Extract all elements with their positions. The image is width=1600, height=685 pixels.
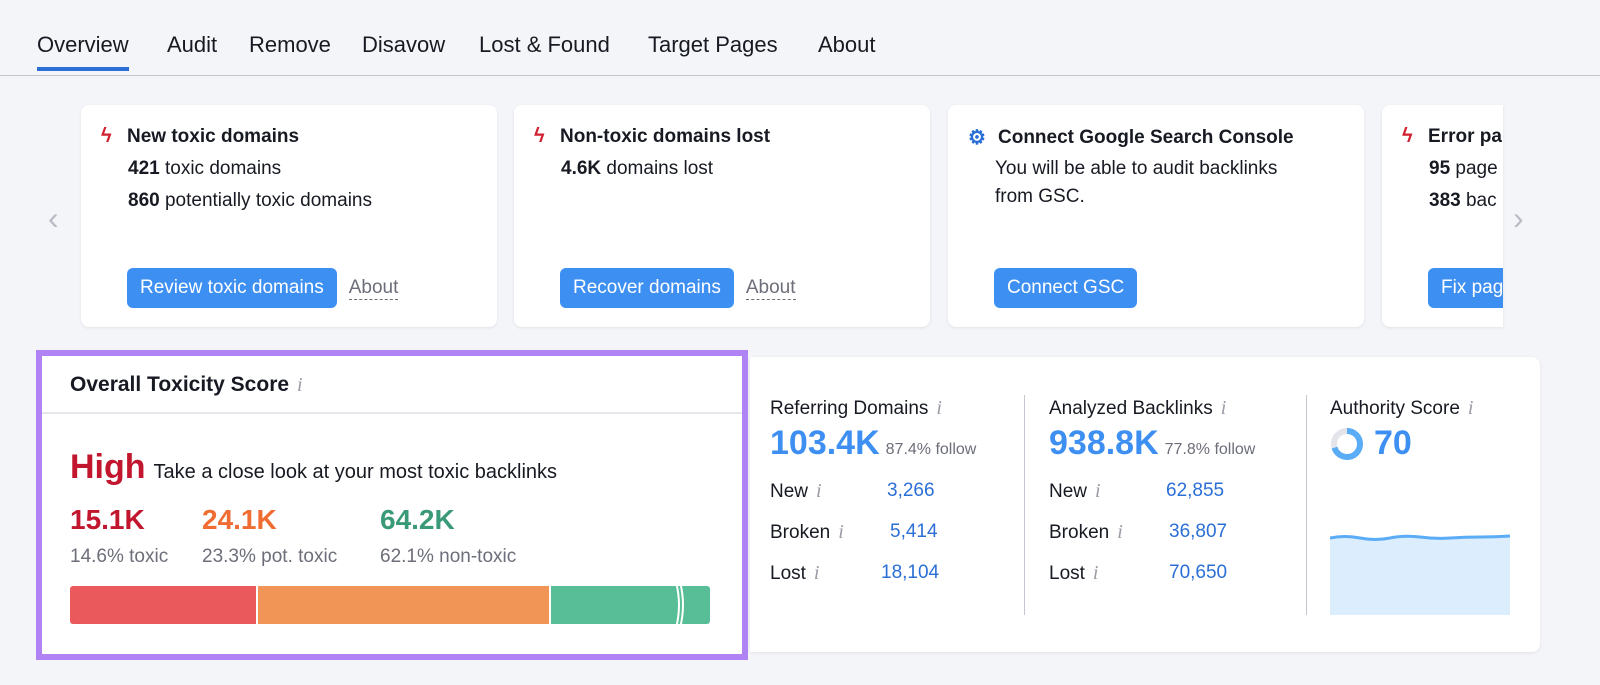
carousel-next-icon[interactable]: › [1513,200,1524,236]
about-link[interactable]: About [745,276,796,300]
non-toxic-count[interactable]: 64.2K [380,504,455,535]
info-icon[interactable]: i [1095,480,1101,502]
card-title: Error pa [1428,125,1502,147]
card-line: from GSC. [995,186,1085,207]
info-icon[interactable]: i [936,397,942,419]
toxic-count[interactable]: 15.1K [70,504,145,535]
stat-row-lost: Lost i 18,104 [770,562,940,584]
panel-header: Overall Toxicity Score i [42,356,742,414]
card-error-pages: ϟ Error pa 95 page 383 bac Fix pag [1382,105,1503,327]
tab-overview[interactable]: Overview [37,32,129,71]
divider [1024,395,1025,615]
referring-domains: Referring Domains i 103.4K 87.4% follow [770,397,976,463]
recover-domains-button[interactable]: Recover domains [560,268,734,308]
panel-title: Overall Toxicity Score [70,373,290,396]
pot-toxic-pct: 23.3% pot. toxic [202,546,338,567]
follow-pct: 77.8% follow [1164,441,1256,458]
info-icon[interactable]: i [1220,397,1227,419]
stat-value[interactable]: 70,650 [1169,562,1228,583]
pot-toxic-count[interactable]: 24.1K [202,504,277,535]
non-toxic-pct: 62.1% non-toxic [380,546,517,567]
analyzed-backlinks-value[interactable]: 938.8K [1049,424,1159,462]
card-connect-gsc: ⚙ Connect Google Search Console You will … [948,105,1364,327]
info-icon[interactable]: i [1467,397,1474,419]
fix-pages-button[interactable]: Fix pag [1428,268,1503,308]
info-icon[interactable]: i [813,562,820,584]
stat-value[interactable]: 5,414 [890,521,938,542]
card-non-toxic-lost: ϟ Non-toxic domains lost 4.6K domains los… [514,105,930,327]
authority-trend-chart [1330,534,1510,615]
connect-gsc-button[interactable]: Connect GSC [994,268,1138,308]
stat-row-new: New i 3,266 [770,480,935,502]
bolt-icon: ϟ [534,125,545,147]
bolt-icon: ϟ [101,125,112,147]
about-link[interactable]: About [348,276,399,300]
toxic-segment [70,586,256,624]
card-line: You will be able to audit backlinks [995,158,1278,179]
tab-audit[interactable]: Audit [167,32,218,57]
stat-row-lost: Lost i 70,650 [1049,562,1228,584]
analyzed-backlinks: Analyzed Backlinks i 938.8K 77.8% follow [1049,397,1255,463]
axis-break-icon [675,582,684,628]
toxicity-message: Take a close look at your most toxic bac… [153,461,558,483]
tab-about[interactable]: About [818,32,876,57]
authority-score: Authority Score i 70 [1330,397,1473,463]
tab-disavow[interactable]: Disavow [362,32,446,57]
follow-pct: 87.4% follow [885,441,977,458]
info-icon[interactable]: i [1092,562,1099,584]
stat-value[interactable]: 62,855 [1166,480,1225,501]
tab-remove[interactable]: Remove [249,32,331,57]
stat-title: Authority Score [1330,398,1460,419]
stat-value[interactable]: 18,104 [881,562,940,583]
stat-title: Analyzed Backlinks [1049,398,1213,419]
card-line: 383 bac [1429,190,1497,211]
tab-lost-found[interactable]: Lost & Found [479,32,610,57]
referring-domains-value[interactable]: 103.4K [770,424,880,462]
toxicity-score-panel: Overall Toxicity Score i High Take a close… [36,350,748,660]
stat-row-broken: Broken i 5,414 [770,521,938,543]
pot-toxic-segment [258,586,549,624]
card-title: Connect Google Search Console [998,126,1294,148]
toxicity-bar [70,582,710,628]
info-icon[interactable]: i [816,480,822,502]
stat-title: Referring Domains [770,398,929,419]
tab-bar: Overview Audit Remove Disavow Lost & Fou… [0,0,1600,76]
card-line: 4.6K domains lost [561,158,714,179]
carousel-prev-icon[interactable]: ‹ [48,200,59,236]
card-title: Non-toxic domains lost [560,125,771,147]
authority-score-value[interactable]: 70 [1374,424,1412,462]
review-toxic-domains-button[interactable]: Review toxic domains [127,268,337,308]
card-new-toxic-domains: ϟ New toxic domains 421 toxic domains 860… [81,105,497,327]
divider [1306,395,1307,615]
authority-donut-icon [1331,427,1363,460]
card-line: 95 page [1429,158,1498,179]
gear-icon: ⚙ [968,127,986,149]
stat-row-new: New i 62,855 [1049,480,1225,502]
stat-value[interactable]: 3,266 [887,480,935,501]
tab-target-pages[interactable]: Target Pages [648,32,778,57]
toxicity-level: High [70,448,146,486]
info-icon[interactable]: i [1117,521,1123,543]
info-icon[interactable]: i [297,374,303,396]
card-line: 860 potentially toxic domains [128,190,372,211]
stat-value[interactable]: 36,807 [1169,521,1228,542]
stats-panel: Referring Domains i 103.4K 87.4% follow Ne… [750,357,1540,652]
stat-row-broken: Broken i 36,807 [1049,521,1228,543]
card-title: New toxic domains [127,125,300,147]
card-line: 421 toxic domains [128,158,282,179]
info-icon[interactable]: i [838,521,844,543]
non-toxic-segment [551,582,710,628]
bolt-icon: ϟ [1402,125,1413,147]
toxic-pct: 14.6% toxic [70,546,169,567]
